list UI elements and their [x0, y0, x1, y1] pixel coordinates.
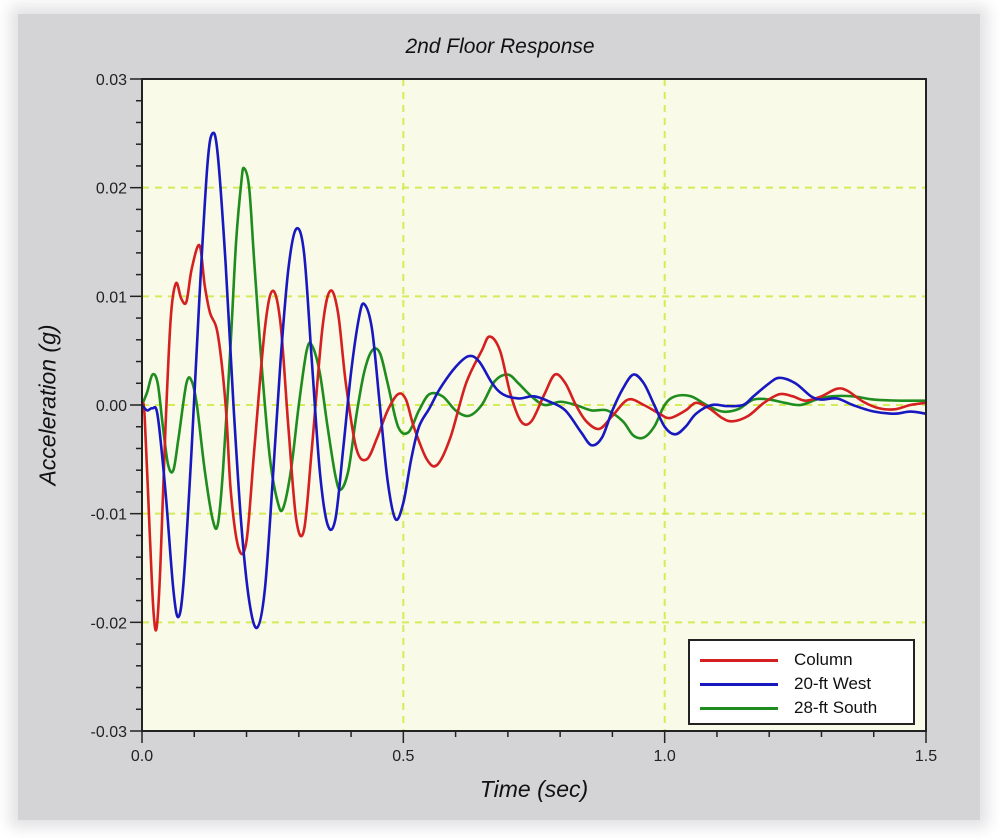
axis-ticks: 0.03 0.02 0.01 0.00 -0.01 -0.02 -0.030.0 0.5 1.0… — [91, 72, 938, 765]
x-tick-label: 0.5 — [392, 748, 414, 765]
legend-item-column: Column — [690, 649, 913, 673]
y-tick-label: 0.02 — [96, 181, 127, 198]
x-tick-label: 1.5 — [915, 748, 937, 765]
y-tick-label: -0.03 — [91, 724, 128, 741]
data-series — [140, 131, 927, 632]
y-tick-label: -0.02 — [91, 615, 128, 632]
series-28-ft-south — [140, 166, 927, 531]
x-axis-label: Time (sec) — [479, 776, 589, 802]
x-tick-label: 0.0 — [131, 748, 153, 765]
y-tick-label: 0.01 — [96, 289, 127, 306]
legend-label: 28-ft South — [794, 698, 878, 717]
legend-label: Column — [794, 650, 853, 669]
legend-label: 20-ft West — [794, 674, 872, 693]
legend-swatch-20ft-west — [700, 683, 778, 686]
legend-swatch-28ft-south — [700, 707, 778, 710]
x-tick-label: 1.0 — [654, 748, 676, 765]
y-tick-label: -0.01 — [91, 507, 128, 524]
legend-swatch-column — [700, 659, 778, 662]
y-tick-label: 0.00 — [96, 398, 127, 415]
series-20-ft-west — [141, 131, 927, 630]
chart-title: 2nd Floor Response — [405, 35, 595, 58]
series-column — [140, 243, 927, 632]
y-tick-label: 0.03 — [96, 72, 127, 89]
legend-item-28ft-south: 28-ft South — [690, 697, 913, 721]
legend: Column 20-ft West 28-ft South — [688, 639, 915, 725]
legend-item-20ft-west: 20-ft West — [690, 673, 913, 697]
